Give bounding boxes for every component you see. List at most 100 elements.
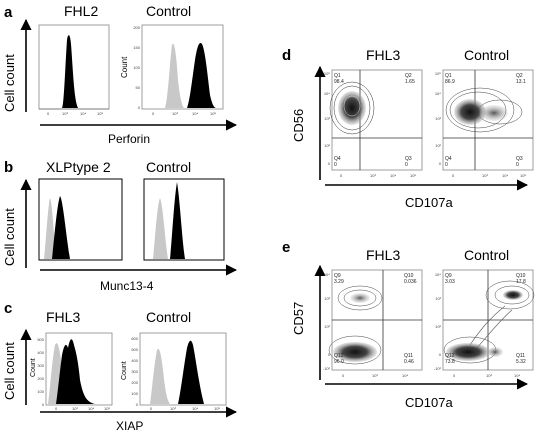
svg-text:10³: 10³: [482, 173, 488, 178]
svg-text:10³: 10³: [486, 373, 492, 378]
svg-text:500: 500: [37, 337, 44, 342]
panel-e-xlabel: CD107a: [405, 395, 453, 410]
svg-text:0: 0: [152, 111, 155, 116]
panel-d-left-title: FHL3: [366, 47, 400, 63]
svg-text:0: 0: [439, 352, 442, 357]
y-tick-labels: 0 100 200 300 400 500 600: [131, 336, 138, 407]
svg-text:500: 500: [131, 347, 138, 352]
x-tick-labels: 0 10³ 10⁴ 10⁵: [452, 173, 526, 178]
svg-text:0.036: 0.036: [404, 279, 417, 285]
panel-b-xlabel: Munc13-4: [100, 279, 154, 293]
panel-c: c FHL3 Control Cell count XIAP Count 0 1…: [2, 300, 238, 433]
y-tick-labels: 10⁵ 10⁴ 10³ 10² 0: [435, 71, 442, 166]
panel-e-left-title: FHL3: [366, 247, 400, 263]
svg-text:-10²: -10²: [323, 366, 331, 371]
panel-e-right-plot: 10⁴ 10³ 10² 0 -10² Q9: [434, 269, 535, 378]
svg-text:0: 0: [136, 402, 139, 407]
svg-text:10³: 10³: [170, 406, 176, 411]
svg-text:Q9: Q9: [445, 273, 452, 279]
contour-cluster: [329, 81, 375, 135]
svg-text:10⁴: 10⁴: [324, 272, 330, 277]
svg-text:Q1: Q1: [334, 73, 341, 79]
panel-a-right-title: Control: [146, 3, 191, 19]
svg-text:0: 0: [138, 105, 141, 110]
panel-b: b XLPtype 2 Control Cell count Munc13-4: [2, 159, 238, 293]
panel-a-left-title: FHL2: [64, 3, 98, 19]
count-label: Count: [120, 56, 129, 78]
svg-text:100: 100: [37, 389, 44, 394]
x-tick-labels: 0 10³ 10⁴ 10⁵: [55, 406, 110, 411]
svg-text:Q11: Q11: [404, 353, 413, 359]
svg-text:150: 150: [133, 45, 140, 50]
svg-text:10³: 10³: [62, 111, 68, 116]
contour-cluster-lower: [328, 335, 382, 365]
svg-text:10³: 10³: [435, 116, 441, 121]
y-tick-labels: 0 100 200 300 400 500: [37, 337, 44, 407]
control-histogram: [178, 340, 204, 404]
panel-c-right-title: Control: [146, 309, 191, 325]
panel-a: a FHL2 Control Cell count Perforin 0 10³…: [2, 3, 238, 146]
x-tick-labels: 0 10³ 10⁴ 10⁵: [152, 111, 216, 116]
svg-text:400: 400: [37, 350, 44, 355]
panel-b-ylabel: Cell count: [2, 208, 17, 266]
svg-text:17.8: 17.8: [516, 279, 526, 285]
quadrant-labels: Q1 98.4 Q2 1.65 Q4 0 Q3 0: [334, 73, 415, 168]
panel-letter-d: d: [282, 47, 291, 64]
svg-text:Q11: Q11: [516, 353, 525, 359]
panel-d-xlabel: CD107a: [405, 195, 453, 210]
svg-text:5.32: 5.32: [516, 359, 526, 365]
svg-text:0: 0: [47, 111, 50, 116]
svg-text:10⁵: 10⁵: [520, 173, 526, 178]
panel-letter-b: b: [4, 159, 13, 176]
svg-text:400: 400: [131, 358, 138, 363]
svg-text:96.0: 96.0: [334, 359, 344, 365]
contour-cluster-lower: [443, 336, 503, 364]
svg-text:Q12: Q12: [445, 353, 455, 359]
panel-e-left-plot: 10⁴ 10³ 10² 0 -10² Q9 3.29 Q10: [323, 269, 423, 378]
svg-text:0: 0: [439, 161, 442, 166]
panel-letter-e: e: [282, 239, 290, 256]
panel-c-left-plot: Count 0 100 200 300 400 500 0 10³ 10⁴ 10…: [30, 332, 113, 411]
svg-text:0: 0: [453, 373, 456, 378]
svg-text:3.03: 3.03: [445, 279, 455, 285]
svg-text:-10²: -10²: [434, 366, 442, 371]
svg-text:10⁵: 10⁵: [210, 111, 216, 116]
svg-text:10⁴: 10⁴: [435, 91, 441, 96]
svg-text:Q1: Q1: [445, 73, 452, 79]
svg-text:10⁴: 10⁴: [390, 173, 396, 178]
svg-text:0: 0: [150, 406, 153, 411]
svg-text:0: 0: [328, 161, 331, 166]
isotype-histogram: [44, 198, 56, 259]
control-histogram: [170, 182, 185, 259]
x-tick-labels: 0 10³ 10⁴ 10⁵: [47, 111, 103, 116]
svg-text:3.29: 3.29: [334, 279, 344, 285]
quadrant-labels: Q1 86.9 Q2 13.1 Q4 0 Q3 0: [445, 73, 526, 168]
x-tick-labels: 0 10³ 10⁴ 10⁵: [340, 173, 416, 178]
control-histogram: [187, 42, 216, 108]
contour-cluster-upper: [337, 285, 383, 311]
panel-b-left-plot: [38, 178, 123, 261]
svg-text:73.8: 73.8: [445, 359, 455, 365]
count-label: Count: [30, 358, 37, 377]
svg-text:10⁴: 10⁴: [514, 373, 520, 378]
svg-text:Q4: Q4: [445, 156, 452, 162]
svg-text:13.1: 13.1: [516, 79, 526, 85]
isotype-histogram: [165, 43, 184, 108]
svg-text:0: 0: [445, 162, 448, 168]
svg-text:Q4: Q4: [334, 156, 341, 162]
svg-text:10²: 10²: [435, 324, 441, 329]
svg-text:10²: 10²: [435, 143, 441, 148]
svg-text:0: 0: [334, 162, 337, 168]
svg-text:Q3: Q3: [516, 156, 523, 162]
panel-d-right-plot: 10⁵ 10⁴ 10³ 10² 0 Q1 86.9 Q2 13.1: [435, 69, 534, 178]
svg-text:10⁵: 10⁵: [97, 111, 103, 116]
svg-text:Q3: Q3: [405, 156, 412, 162]
svg-text:0: 0: [405, 162, 408, 168]
x-tick-labels: 0 10³ 10⁴ 10⁵: [150, 406, 220, 411]
svg-text:0: 0: [452, 173, 455, 178]
panel-a-left-plot: 0 10³ 10⁴ 10⁵: [38, 24, 110, 116]
svg-text:0: 0: [55, 406, 58, 411]
panel-d-left-plot: 10⁵ 10⁴ 10³ 10² 0 Q1 98.4 Q2 1.65 Q4: [324, 69, 423, 178]
svg-text:600: 600: [131, 336, 138, 341]
svg-text:10⁴: 10⁴: [192, 406, 198, 411]
